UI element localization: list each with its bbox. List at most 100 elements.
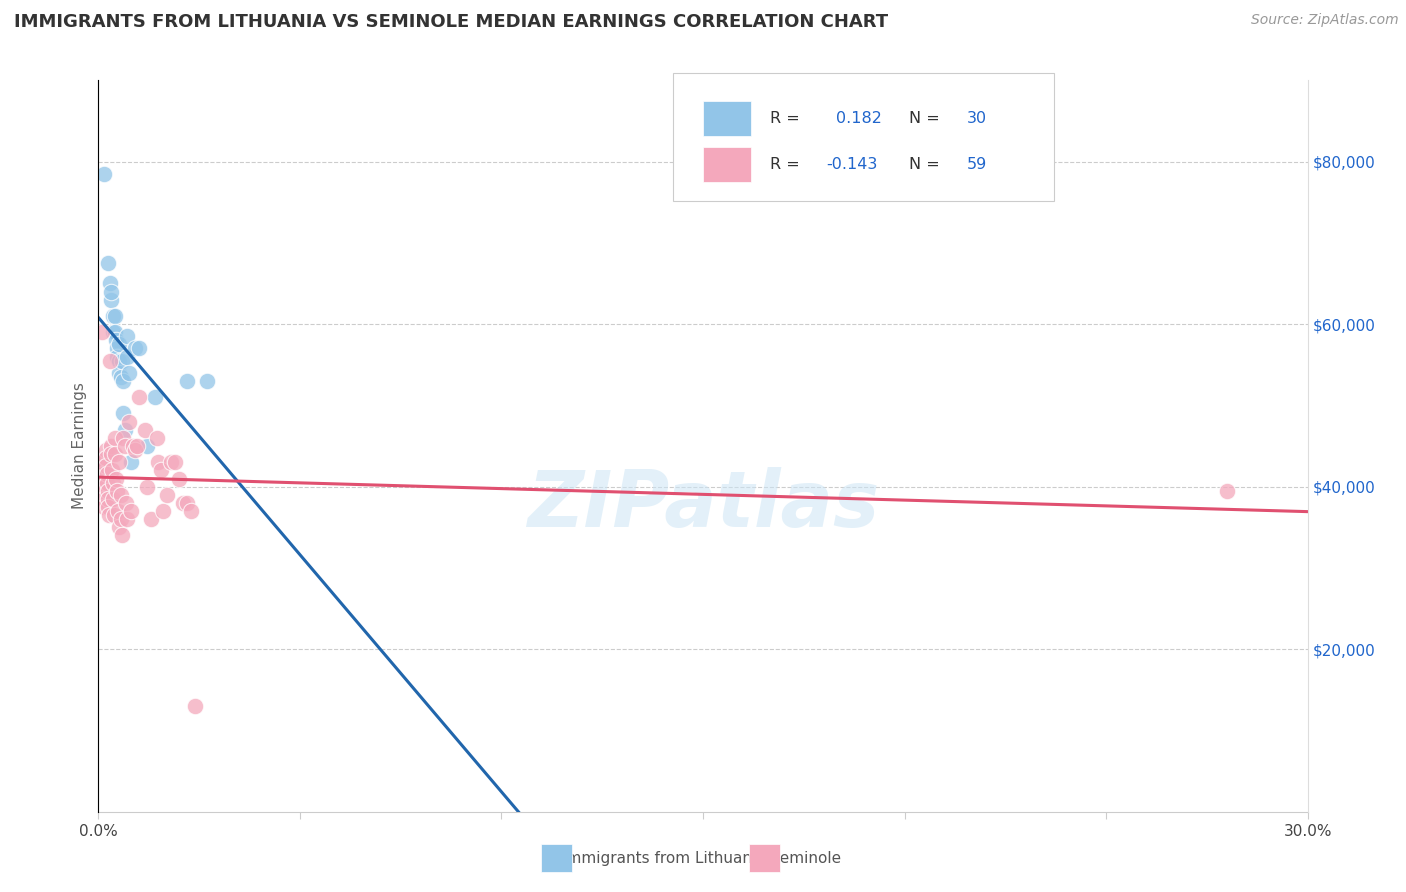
Point	[105, 471, 128, 485]
Point	[114, 423, 136, 437]
Point	[104, 447, 127, 461]
Point	[93, 491, 115, 506]
Point	[152, 504, 174, 518]
Point	[100, 293, 122, 307]
Point	[112, 407, 135, 421]
Point	[114, 439, 136, 453]
Point	[103, 431, 125, 445]
Point	[107, 337, 129, 351]
Text: R =: R =	[769, 111, 804, 126]
FancyBboxPatch shape	[673, 73, 1053, 201]
Point	[156, 488, 179, 502]
Point	[97, 256, 120, 270]
Point	[176, 496, 198, 510]
Point	[90, 325, 112, 339]
Text: Seminole: Seminole	[770, 851, 842, 865]
Point	[91, 467, 114, 482]
Point	[101, 309, 124, 323]
Point	[91, 475, 114, 490]
Point	[111, 528, 134, 542]
Text: -0.143: -0.143	[827, 157, 877, 172]
Point	[118, 366, 141, 380]
Point	[97, 500, 120, 514]
Point	[135, 480, 157, 494]
Point	[108, 366, 131, 380]
Point	[1216, 483, 1239, 498]
Text: N =: N =	[908, 157, 945, 172]
Point	[105, 350, 128, 364]
Text: Source: ZipAtlas.com: Source: ZipAtlas.com	[1251, 13, 1399, 28]
Point	[139, 512, 162, 526]
Point	[100, 447, 122, 461]
Point	[115, 329, 138, 343]
Point	[105, 483, 128, 498]
Point	[111, 353, 134, 368]
Point	[117, 350, 139, 364]
Point	[110, 370, 132, 384]
Text: R =: R =	[769, 157, 804, 172]
Point	[120, 504, 142, 518]
Y-axis label: Median Earnings: Median Earnings	[72, 383, 87, 509]
Point	[107, 520, 129, 534]
Point	[163, 455, 186, 469]
Point	[110, 512, 132, 526]
Point	[120, 455, 142, 469]
Point	[93, 480, 115, 494]
Point	[146, 431, 169, 445]
Point	[128, 342, 150, 356]
Point	[115, 512, 138, 526]
Point	[184, 699, 207, 714]
Point	[103, 508, 125, 522]
Point	[128, 390, 150, 404]
Point	[146, 455, 169, 469]
Point	[176, 374, 198, 388]
Point	[93, 500, 115, 514]
Point	[107, 353, 129, 368]
Point	[125, 439, 148, 453]
Point	[135, 439, 157, 453]
Point	[114, 496, 136, 510]
Text: IMMIGRANTS FROM LITHUANIA VS SEMINOLE MEDIAN EARNINGS CORRELATION CHART: IMMIGRANTS FROM LITHUANIA VS SEMINOLE ME…	[14, 13, 889, 31]
Point	[143, 390, 166, 404]
Point	[104, 325, 127, 339]
Point	[97, 483, 120, 498]
Point	[98, 277, 121, 291]
Point	[103, 309, 125, 323]
Point	[118, 415, 141, 429]
Point	[172, 496, 194, 510]
Point	[96, 459, 118, 474]
Text: N =: N =	[908, 111, 945, 126]
Point	[96, 451, 118, 466]
Point	[101, 463, 124, 477]
Point	[91, 455, 114, 469]
FancyBboxPatch shape	[703, 101, 751, 136]
Point	[98, 353, 121, 368]
Point	[149, 463, 172, 477]
Point	[180, 504, 202, 518]
Point	[96, 475, 118, 490]
Text: 30: 30	[966, 111, 987, 126]
Text: 0.182: 0.182	[837, 111, 882, 126]
Point	[100, 439, 122, 453]
Point	[167, 471, 190, 485]
Text: ZIPatlas: ZIPatlas	[527, 467, 879, 542]
Point	[103, 491, 125, 506]
Text: 59: 59	[966, 157, 987, 172]
Point	[111, 374, 134, 388]
Point	[93, 167, 115, 181]
Point	[101, 325, 124, 339]
Point	[97, 508, 120, 522]
Point	[100, 285, 122, 299]
Point	[108, 455, 131, 469]
Point	[97, 491, 120, 506]
Point	[110, 488, 132, 502]
Point	[96, 467, 118, 482]
Text: Immigrants from Lithuania: Immigrants from Lithuania	[562, 851, 766, 865]
Point	[124, 443, 146, 458]
Point	[101, 475, 124, 490]
Point	[94, 443, 117, 458]
Point	[105, 342, 128, 356]
Point	[195, 374, 218, 388]
FancyBboxPatch shape	[703, 147, 751, 182]
Point	[112, 431, 135, 445]
